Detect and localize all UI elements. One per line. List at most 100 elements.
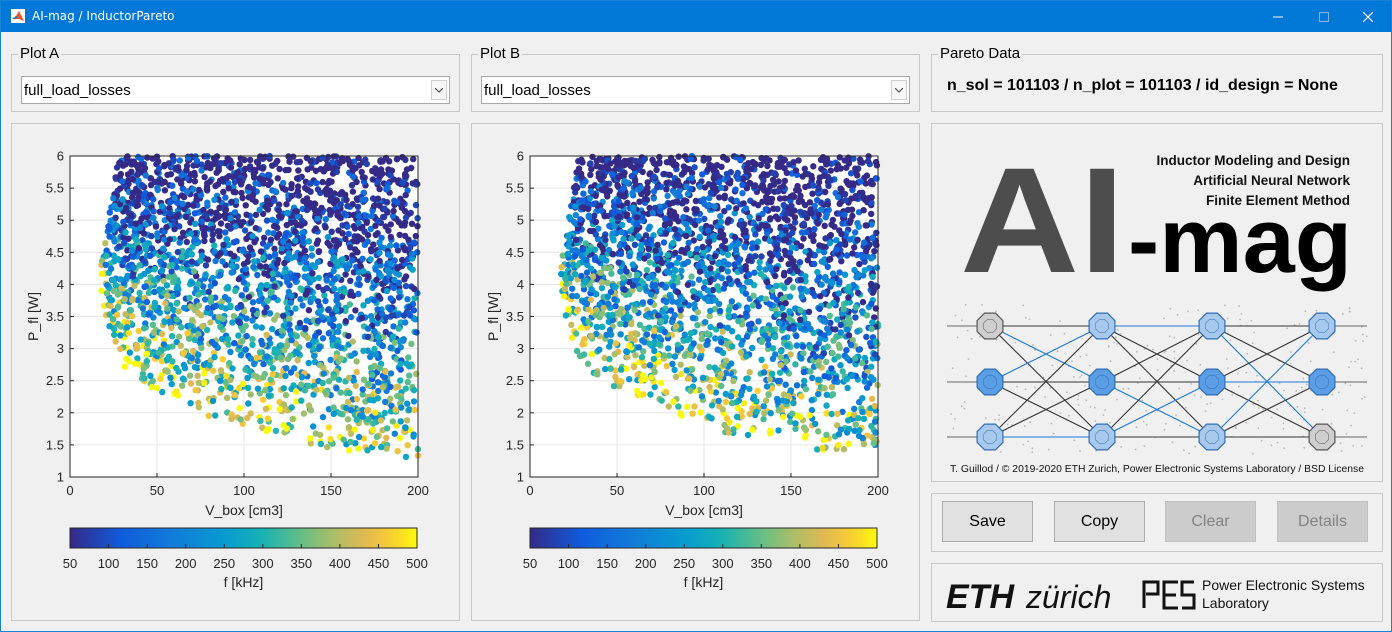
scatter-point xyxy=(590,200,597,208)
scatter-point xyxy=(159,388,166,396)
scatter-point xyxy=(593,162,600,170)
scatter-point xyxy=(565,232,572,239)
scatter-point xyxy=(598,186,605,193)
scatter-point xyxy=(746,213,753,221)
scatter-point xyxy=(198,344,205,352)
scatter-point xyxy=(346,389,353,397)
scatter-point xyxy=(696,343,703,350)
scatter-point xyxy=(569,247,576,254)
scatter-point xyxy=(824,325,831,332)
scatter-point xyxy=(123,204,130,211)
scatter-point xyxy=(374,195,382,202)
scatter-point xyxy=(116,185,124,192)
scatter-point xyxy=(158,358,165,365)
scatter-point xyxy=(371,297,378,304)
plot-b-dropdown[interactable]: full_load_losses xyxy=(481,76,910,104)
scatter-point xyxy=(327,356,334,364)
scatter-point xyxy=(281,347,288,354)
scatter-point xyxy=(674,299,681,306)
scatter-point xyxy=(341,288,349,296)
scatter-point xyxy=(761,187,768,194)
scatter-point xyxy=(731,233,738,241)
scatter-point xyxy=(179,229,187,236)
scatter-point xyxy=(225,185,232,192)
scatter-point xyxy=(212,294,219,301)
maximize-button[interactable] xyxy=(1301,1,1347,32)
scatter-point xyxy=(704,337,711,345)
scatter-point xyxy=(644,189,651,197)
scatter-point xyxy=(382,223,389,230)
close-button[interactable] xyxy=(1345,1,1391,32)
scatter-point xyxy=(789,229,796,237)
scatter-point xyxy=(872,429,879,436)
scatter-point xyxy=(374,306,381,313)
scatter-point xyxy=(257,263,264,270)
scatter-point xyxy=(860,415,868,422)
scatter-point xyxy=(195,351,202,358)
scatter-point xyxy=(252,211,260,219)
scatter-point xyxy=(263,243,270,250)
scatter-point xyxy=(657,318,665,325)
scatter-point xyxy=(104,281,111,289)
scatter-point xyxy=(729,343,736,350)
scatter-point xyxy=(401,207,409,215)
minimize-icon xyxy=(1273,16,1283,17)
scatter-point xyxy=(240,246,247,253)
scatter-point xyxy=(160,245,167,252)
scatter-point xyxy=(793,382,801,389)
scatter-point xyxy=(694,245,701,253)
scatter-point xyxy=(293,398,300,405)
scatter-point xyxy=(871,314,878,321)
scatter-point xyxy=(280,312,287,319)
scatter-point xyxy=(249,335,256,343)
scatter-point xyxy=(591,246,599,253)
scatter-point xyxy=(725,313,733,321)
scatter-point xyxy=(725,204,732,211)
scatter-point xyxy=(725,261,732,268)
scatter-point xyxy=(242,265,250,273)
scatter-point xyxy=(294,213,302,220)
scatter-point xyxy=(693,295,701,303)
scatter-point xyxy=(339,222,346,229)
scatter-point xyxy=(669,298,676,305)
scatter-point xyxy=(231,340,238,347)
scatter-point xyxy=(324,239,331,247)
minimize-button[interactable] xyxy=(1255,1,1301,32)
scatter-point xyxy=(734,404,741,412)
pareto-summary: n_sol = 101103 / n_plot = 101103 / id_de… xyxy=(947,77,1338,94)
scatter-point xyxy=(622,365,630,372)
scatter-point xyxy=(216,250,224,258)
scatter-point xyxy=(342,235,349,243)
scatter-point xyxy=(161,318,168,326)
scatter-point xyxy=(721,208,728,215)
scatter-point xyxy=(103,290,111,297)
scatter-point xyxy=(310,352,318,360)
scatter-point xyxy=(204,187,211,194)
scatter-point xyxy=(624,304,631,311)
scatter-point xyxy=(781,284,788,291)
scatter-point xyxy=(661,328,668,336)
scatter-point xyxy=(602,264,609,272)
scatter-point xyxy=(663,389,670,396)
scatter-point xyxy=(258,337,265,345)
scatter-point xyxy=(397,360,404,368)
plot-a-dropdown[interactable]: full_load_losses xyxy=(21,76,450,104)
scatter-point xyxy=(810,231,817,239)
scatter-point xyxy=(365,415,372,423)
scatter-point xyxy=(769,176,777,184)
scatter-point xyxy=(169,182,176,189)
scatter-point xyxy=(235,385,243,392)
scatter-point xyxy=(665,403,672,410)
x-tick-label: 0 xyxy=(66,483,73,498)
scatter-point xyxy=(603,331,610,339)
scatter-point xyxy=(672,322,680,330)
scatter-point xyxy=(683,221,690,228)
scatter-point xyxy=(830,337,837,344)
scatter-point xyxy=(396,288,403,295)
scatter-point xyxy=(173,213,180,221)
scatter-point xyxy=(282,166,289,174)
scatter-point xyxy=(300,410,308,417)
scatter-point xyxy=(181,364,189,372)
